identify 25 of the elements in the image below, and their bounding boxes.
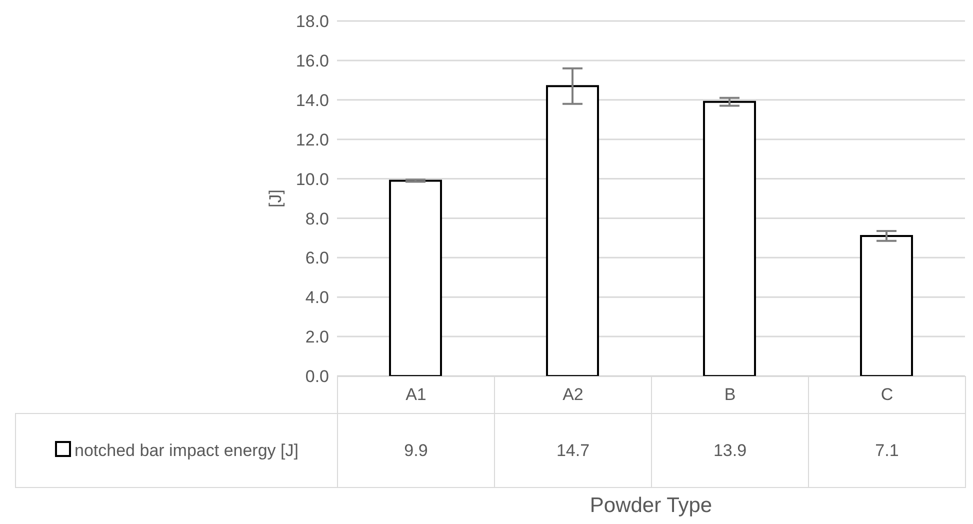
data-label: 7.1 (808, 413, 966, 488)
y-tick-label: 10.0 (296, 170, 329, 189)
y-tick-label: 8.0 (305, 209, 329, 228)
bar (389, 180, 442, 376)
y-tick-label: 2.0 (305, 328, 329, 347)
bar (546, 85, 599, 376)
y-tick-label: 0.0 (305, 367, 329, 386)
data-label: 14.7 (494, 413, 652, 488)
x-tick-label: A1 (337, 376, 495, 414)
x-tick-label: A2 (494, 376, 652, 414)
y-tick-label: 6.0 (305, 248, 329, 268)
x-tick-label: B (651, 376, 809, 414)
legend-label: notched bar impact energy [J] (74, 440, 298, 460)
bar (703, 100, 756, 376)
x-axis-title: Powder Type (588, 494, 714, 518)
y-tick-label: 12.0 (296, 130, 329, 150)
data-label: 13.9 (651, 413, 809, 488)
bar (860, 234, 913, 376)
y-axis-title: [J] (266, 190, 286, 208)
y-tick-label: 14.0 (296, 90, 329, 110)
y-tick-label: 18.0 (296, 12, 329, 32)
y-tick-label: 4.0 (305, 288, 329, 308)
x-tick-label: C (808, 376, 966, 414)
data-label: 9.9 (337, 413, 495, 488)
y-tick-label: 16.0 (296, 51, 329, 70)
